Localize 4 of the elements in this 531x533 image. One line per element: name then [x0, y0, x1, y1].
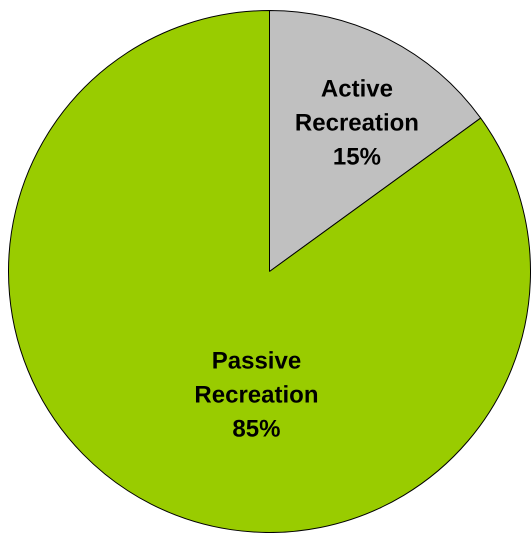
slice-label: Active Recreation	[294, 76, 419, 137]
data-label: 15%	[332, 144, 381, 171]
data-label: 85%	[232, 416, 280, 443]
slice-label: Passive Recreation	[194, 348, 318, 409]
